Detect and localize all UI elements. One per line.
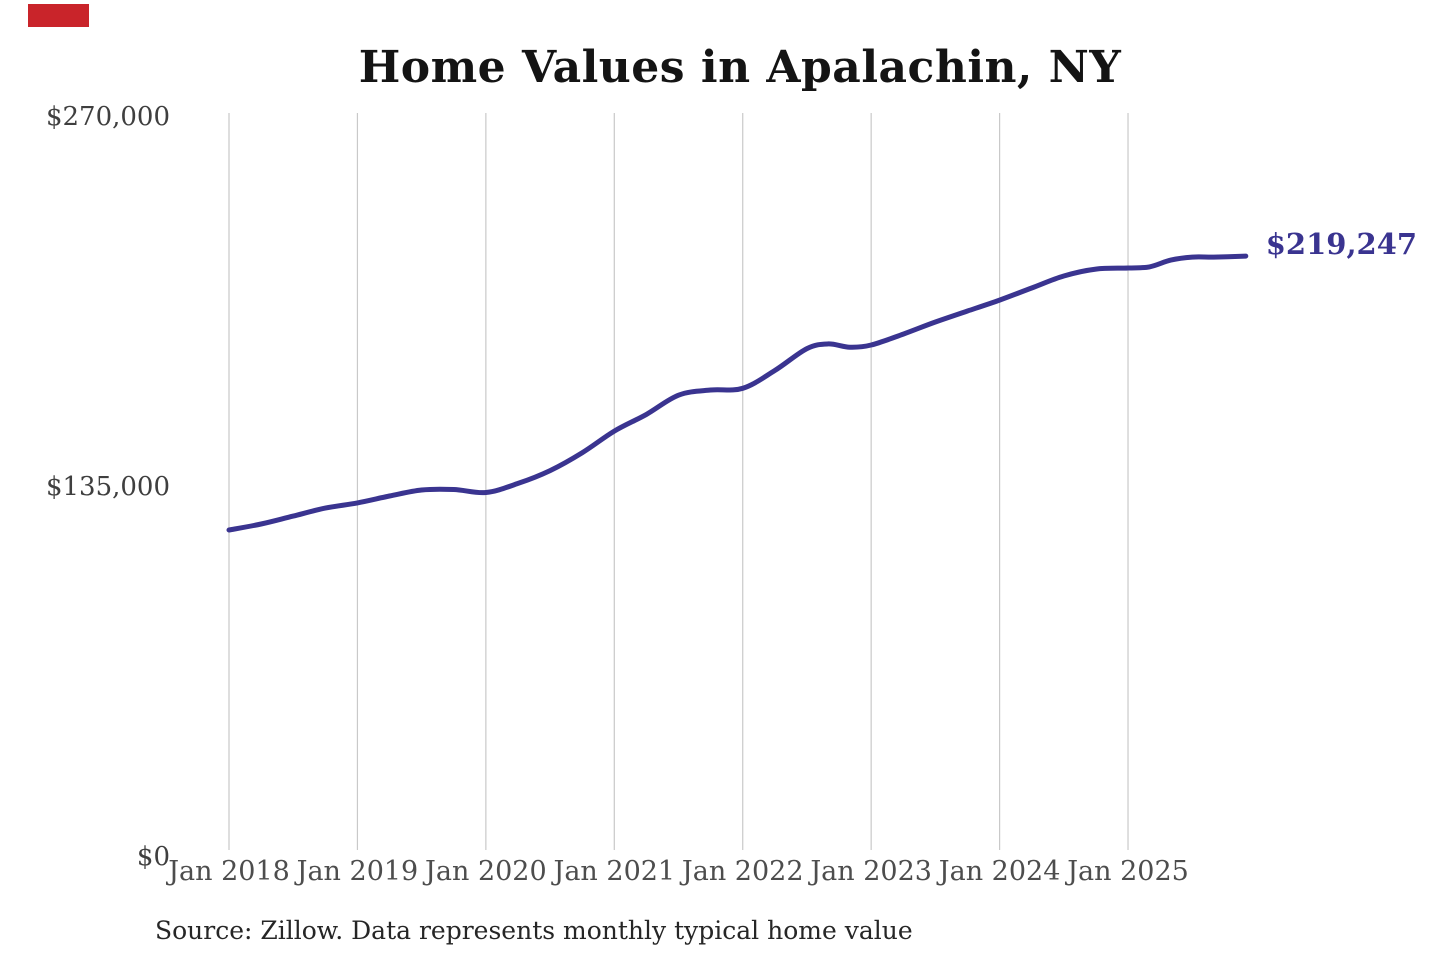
x-axis-tick-label: Jan 2025 <box>1067 856 1189 887</box>
x-axis-tick-label: Jan 2018 <box>168 856 290 887</box>
x-axis-tick-label: Jan 2019 <box>296 856 419 887</box>
chart-title: Home Values in Apalachin, NY <box>358 42 1122 93</box>
y-axis-tick-label: $135,000 <box>45 472 170 502</box>
x-axis-tick-label: Jan 2020 <box>425 856 547 887</box>
y-axis-tick-label: $270,000 <box>45 102 170 132</box>
final-value-label: $219,247 <box>1265 227 1418 262</box>
home-value-line <box>226 253 1249 533</box>
x-axis-tick-label: Jan 2022 <box>681 856 804 887</box>
x-axis-tick-label: Jan 2024 <box>938 856 1061 887</box>
y-axis-tick-label: $0 <box>136 842 170 872</box>
x-axis-tick-label: Jan 2021 <box>553 856 676 887</box>
red-marker <box>28 4 89 27</box>
gridline-group <box>228 113 1129 850</box>
source-note: Source: Zillow. Data represents monthly … <box>155 916 913 945</box>
x-axis-tick-label: Jan 2023 <box>810 856 932 887</box>
